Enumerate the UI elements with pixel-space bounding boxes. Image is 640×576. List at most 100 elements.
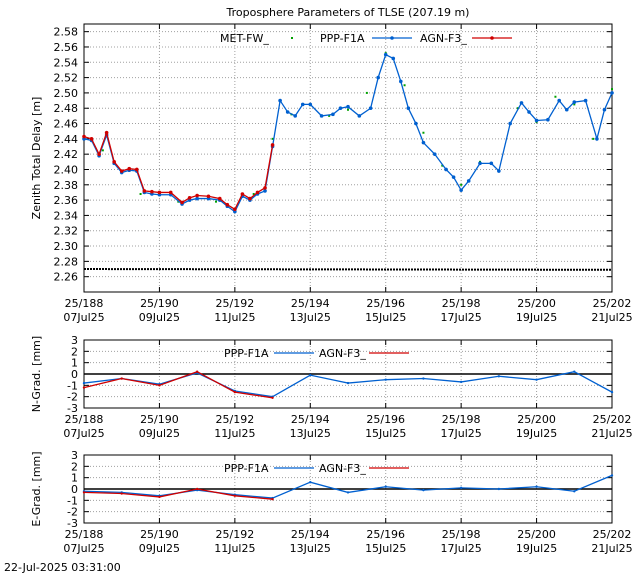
data-point xyxy=(497,375,501,378)
x-tick-date-label: 13Jul25 xyxy=(290,427,331,440)
data-point xyxy=(82,134,86,139)
data-point xyxy=(422,131,425,134)
data-point xyxy=(466,179,471,183)
y-tick-label: -1 xyxy=(67,494,78,507)
x-tick-label: 25/192 xyxy=(216,528,255,541)
data-point xyxy=(135,167,139,172)
data-point xyxy=(309,373,312,377)
data-point xyxy=(384,378,387,381)
data-point xyxy=(142,189,147,193)
data-point xyxy=(365,91,368,94)
y-tick-label: 2.50 xyxy=(54,87,79,100)
data-point xyxy=(508,121,512,126)
legend-label: AGN-F3_ xyxy=(319,462,366,475)
data-point xyxy=(308,102,313,107)
y-tick-label: -2 xyxy=(67,506,78,519)
plot-frame xyxy=(83,23,613,293)
y-axis-label: N-Grad. [mm] xyxy=(30,336,43,412)
x-tick-label: 25/192 xyxy=(216,297,255,310)
legend-label: PPP-F1A xyxy=(224,347,269,360)
y-tick-label: 2.30 xyxy=(54,240,79,253)
generation-timestamp: 22-Jul-2025 03:31:00 xyxy=(4,561,121,574)
y-tick-label: 2.52 xyxy=(54,72,79,85)
y-axis-label: Zenith Total Delay [m] xyxy=(30,97,43,220)
data-point xyxy=(554,95,557,98)
data-point xyxy=(195,487,199,491)
x-tick-label: 25/196 xyxy=(366,528,405,541)
y-tick-label: 0 xyxy=(71,368,78,381)
x-tick-label: 25/196 xyxy=(366,297,405,310)
x-tick-label: 25/200 xyxy=(517,413,556,426)
data-point xyxy=(357,114,362,118)
data-point xyxy=(89,137,94,141)
data-point xyxy=(519,101,524,105)
data-point xyxy=(112,160,116,164)
data-point xyxy=(489,161,494,166)
data-point xyxy=(610,390,614,394)
data-point xyxy=(252,192,255,195)
y-tick-label: -3 xyxy=(67,517,78,530)
data-point xyxy=(225,202,230,207)
data-point xyxy=(263,189,267,193)
y-tick-label: 1 xyxy=(71,357,78,370)
data-point xyxy=(120,377,123,380)
x-tick-label: 25/190 xyxy=(140,528,179,541)
y-tick-label: -2 xyxy=(67,391,78,404)
series-line xyxy=(83,474,613,499)
legend-label: AGN-F3_ xyxy=(319,347,366,360)
data-point xyxy=(270,143,275,147)
x-tick-label: 25/194 xyxy=(291,528,330,541)
x-tick-label: 25/196 xyxy=(366,413,405,426)
legend-label: AGN-F3_ xyxy=(420,32,467,45)
y-tick-label: 2.54 xyxy=(54,56,79,69)
data-point xyxy=(399,79,403,84)
data-point xyxy=(595,137,599,141)
data-point xyxy=(248,196,252,201)
x-tick-date-label: 17Jul25 xyxy=(441,542,482,555)
data-point xyxy=(347,108,349,111)
data-point xyxy=(139,192,142,195)
x-tick-date-label: 15Jul25 xyxy=(365,542,406,555)
data-point xyxy=(206,194,211,199)
data-point xyxy=(240,192,245,196)
series-line xyxy=(83,371,273,399)
data-point xyxy=(82,386,86,389)
data-point xyxy=(346,381,350,385)
x-tick-date-label: 19Jul25 xyxy=(516,311,557,324)
data-point xyxy=(497,487,501,491)
y-tick-label: 2.26 xyxy=(54,271,79,284)
legend-label: MET-FW_ xyxy=(220,32,269,45)
y-tick-label: 3 xyxy=(71,449,78,462)
y-tick-label: 2.48 xyxy=(54,102,79,115)
y-tick-label: 1 xyxy=(71,472,78,485)
x-tick-date-label: 13Jul25 xyxy=(290,311,331,324)
y-tick-label: -3 xyxy=(67,402,78,415)
data-point xyxy=(300,102,305,107)
y-tick-label: 2.46 xyxy=(54,118,79,131)
data-point xyxy=(534,118,539,123)
y-tick-label: -1 xyxy=(67,379,78,392)
x-tick-label: 25/198 xyxy=(442,528,481,541)
data-point xyxy=(346,104,350,109)
y-tick-label: 2.42 xyxy=(54,148,79,161)
data-point xyxy=(97,152,101,156)
x-tick-date-label: 21Jul25 xyxy=(591,311,632,324)
y-tick-label: 2.56 xyxy=(54,41,79,54)
series-line xyxy=(83,53,613,213)
y-tick-label: 3 xyxy=(71,334,78,347)
y-tick-label: 2.38 xyxy=(54,179,79,192)
x-tick-label: 25/202 xyxy=(593,413,632,426)
data-point xyxy=(187,196,192,200)
legend-label: PPP-F1A xyxy=(320,32,365,45)
data-point xyxy=(368,106,373,111)
y-tick-label: 2 xyxy=(71,345,78,358)
x-tick-date-label: 07Jul25 xyxy=(63,542,104,555)
x-tick-date-label: 17Jul25 xyxy=(441,427,482,440)
data-point xyxy=(557,98,561,103)
data-point xyxy=(101,149,104,152)
y-tick-label: 0 xyxy=(71,483,78,496)
data-point xyxy=(459,486,463,490)
x-tick-label: 25/194 xyxy=(291,413,330,426)
data-point xyxy=(271,137,274,140)
x-tick-date-label: 09Jul25 xyxy=(139,427,180,440)
